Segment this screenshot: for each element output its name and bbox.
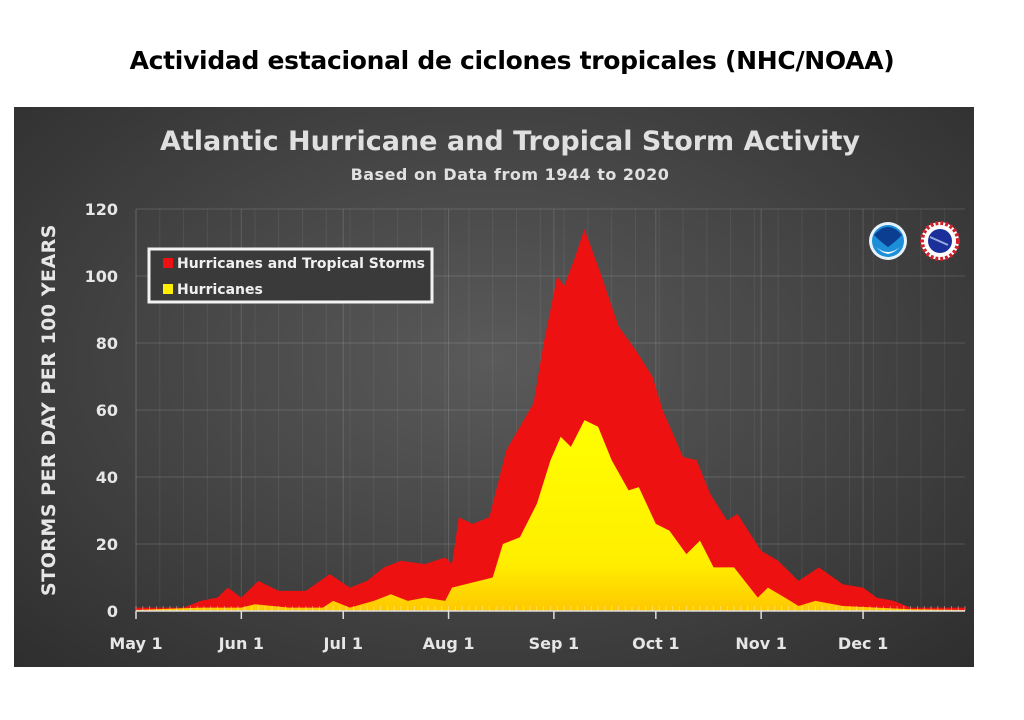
- legend-swatch-yellow: [163, 284, 173, 294]
- y-tick-label: 100: [85, 267, 118, 286]
- x-tick-label: Jun 1: [218, 634, 264, 653]
- chart-subtitle: Based on Data from 1944 to 2020: [351, 165, 670, 184]
- area-hurricanes-and-tropical-storms: [136, 229, 965, 611]
- x-tick-label: May 1: [109, 634, 162, 653]
- x-tick-label: Jul 1: [322, 634, 363, 653]
- legend-box: [147, 247, 434, 304]
- noaa-logo-icon: [869, 222, 907, 260]
- page-title: Actividad estacional de ciclones tropica…: [129, 46, 895, 75]
- area-hurricanes: [136, 420, 965, 611]
- chart-svg: Atlantic Hurricane and Tropical Storm Ac…: [38, 126, 966, 653]
- x-tick-label: Nov 1: [735, 634, 787, 653]
- x-tick-label: Oct 1: [632, 634, 679, 653]
- legend: Hurricanes and Tropical Storms Hurricane…: [147, 247, 434, 304]
- legend-label: Hurricanes: [177, 282, 263, 298]
- y-tick-label: 0: [107, 602, 118, 621]
- y-tick-label: 80: [96, 334, 118, 353]
- x-tick-label: Aug 1: [423, 634, 475, 653]
- x-tick-label: Dec 1: [838, 634, 888, 653]
- y-tick-label: 20: [96, 535, 118, 554]
- axes: 0 20 40 60 80 100 120 May 1 Jun 1 Jul 1 Aug 1 Sep 1…: [85, 200, 966, 653]
- chart: Atlantic Hurricane and Tropical Storm Ac…: [14, 107, 974, 667]
- y-axis-label: STORMS PER DAY PER 100 YEARS: [38, 224, 60, 596]
- legend-label: Hurricanes and Tropical Storms: [177, 256, 425, 272]
- nws-logo-icon: [920, 221, 960, 261]
- chart-title: Atlantic Hurricane and Tropical Storm Ac…: [160, 126, 860, 157]
- legend-swatch-red: [163, 258, 173, 268]
- y-tick-label: 120: [85, 200, 118, 219]
- plot-areas: [136, 229, 965, 611]
- y-tick-label: 40: [96, 468, 118, 487]
- y-tick-label: 60: [96, 401, 118, 420]
- x-tick-label: Sep 1: [529, 634, 580, 653]
